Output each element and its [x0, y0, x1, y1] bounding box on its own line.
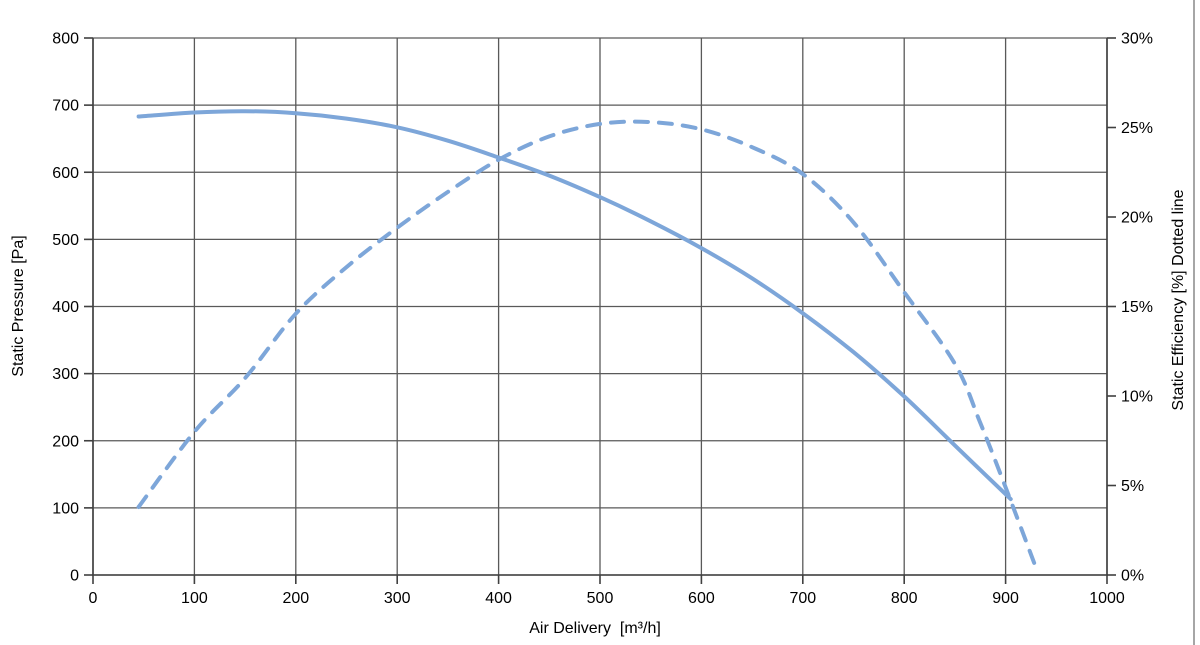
pressure-curve [136, 109, 1013, 502]
efficiency-curve [136, 119, 1038, 570]
tick-marks [84, 37, 1116, 584]
x-tick-label: 1000 [1089, 590, 1125, 607]
y-right-tick-label: 15% [1121, 299, 1153, 316]
y-left-tick-label: 400 [52, 299, 79, 316]
x-tick-label: 700 [789, 590, 816, 607]
y-left-tick-label: 600 [52, 165, 79, 182]
y-left-tick-label: 100 [52, 500, 79, 517]
x-tick-label: 900 [992, 590, 1019, 607]
tick-labels: 0 100 200 300 400 500 600 700 800 900 1000 0 100 200 3… [52, 31, 1153, 608]
y-left-tick-label: 300 [52, 366, 79, 383]
x-tick-label: 100 [181, 590, 208, 607]
y-right-tick-label: 5% [1121, 478, 1144, 495]
series-curves [136, 109, 1038, 570]
x-tick-label: 600 [688, 590, 715, 607]
y-left-tick-label: 0 [70, 568, 79, 585]
x-tick-label: 300 [384, 590, 411, 607]
x-tick-label: 500 [587, 590, 614, 607]
x-tick-label: 400 [485, 590, 512, 607]
y-right-tick-label: 10% [1121, 389, 1153, 406]
y-right-tick-label: 25% [1121, 120, 1153, 137]
gridlines [92, 37, 1108, 576]
y-left-tick-label: 700 [52, 98, 79, 115]
y-left-tick-label: 800 [52, 31, 79, 48]
x-tick-label: 0 [89, 590, 98, 607]
y-right-tick-label: 20% [1121, 210, 1153, 227]
y-left-tick-label: 200 [52, 433, 79, 450]
x-tick-label: 800 [891, 590, 918, 607]
y-right-tick-label: 30% [1121, 31, 1153, 48]
y-left-tick-label: 500 [52, 232, 79, 249]
x-tick-label: 200 [282, 590, 309, 607]
chart-frame-right-border [1193, 0, 1195, 645]
y-right-tick-label: 0% [1121, 568, 1144, 585]
